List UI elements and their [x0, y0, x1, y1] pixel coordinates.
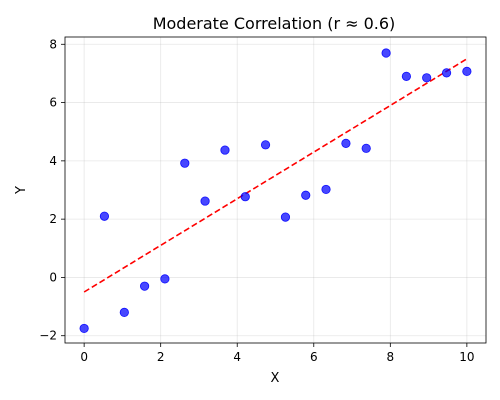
x-tick-label: 2	[157, 350, 165, 364]
data-point	[361, 143, 371, 153]
data-point	[321, 184, 331, 195]
x-tick-label: 6	[310, 350, 318, 364]
y-tick-label: 4	[49, 154, 57, 168]
data-point	[240, 192, 250, 202]
y-tick-label: 8	[49, 37, 57, 51]
y-tick-label: 2	[49, 212, 57, 226]
data-point	[180, 158, 190, 168]
y-tick-label: −2	[39, 329, 57, 343]
data-point	[341, 138, 351, 148]
data-point	[260, 140, 271, 150]
data-point	[381, 48, 391, 58]
data-point	[220, 145, 230, 155]
y-tick-label: 6	[49, 96, 57, 110]
x-axis: 0 2 4 6 8 10	[80, 343, 475, 364]
x-tick-label: 10	[459, 350, 474, 364]
data-point	[200, 196, 210, 206]
chart-title: Moderate Correlation (r ≈ 0.6)	[153, 14, 396, 33]
data-point	[79, 323, 89, 334]
data-point	[160, 274, 170, 284]
grid	[65, 37, 486, 343]
data-point	[422, 73, 432, 83]
x-tick-label: 4	[233, 350, 241, 364]
y-axis: −2 0 2 4 6 8	[39, 37, 65, 343]
trend-line-layer	[83, 58, 468, 293]
plot-frame	[64, 36, 487, 344]
y-axis-label: Y	[14, 186, 29, 195]
x-tick-label: 0	[80, 350, 88, 364]
x-axis-label: X	[271, 371, 280, 386]
data-point	[441, 68, 452, 78]
data-point	[462, 66, 472, 76]
data-point	[301, 190, 311, 200]
data-point	[280, 212, 291, 222]
x-tick-label: 8	[386, 350, 394, 364]
data-point	[401, 71, 411, 81]
data-point	[99, 211, 110, 221]
data-points	[79, 48, 472, 334]
y-tick-label: 0	[49, 270, 57, 284]
trend-line	[83, 58, 468, 293]
data-point	[140, 281, 150, 291]
data-point	[119, 307, 129, 317]
